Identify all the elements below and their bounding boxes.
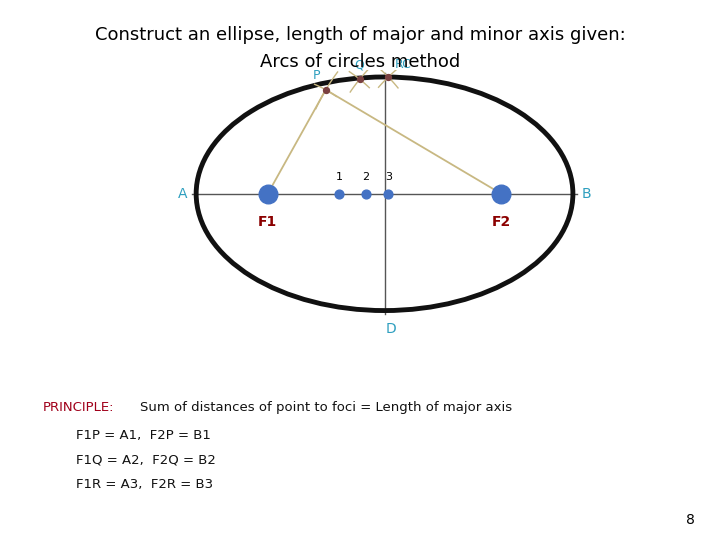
- Text: 2: 2: [362, 172, 369, 183]
- Text: D: D: [385, 322, 396, 336]
- Point: [333, 190, 345, 198]
- Text: Construct an ellipse, length of major and minor axis given:: Construct an ellipse, length of major an…: [94, 26, 626, 44]
- Text: 8: 8: [686, 512, 695, 526]
- Point: [382, 73, 394, 82]
- Text: RC: RC: [395, 58, 411, 71]
- Text: P: P: [313, 69, 320, 82]
- Text: A: A: [178, 187, 187, 201]
- Text: 1: 1: [336, 172, 343, 183]
- Text: B: B: [582, 187, 592, 201]
- Text: Arcs of circles method: Arcs of circles method: [260, 53, 460, 71]
- Text: F1P = A1,  F2P = B1: F1P = A1, F2P = B1: [76, 429, 210, 442]
- Text: F2: F2: [492, 215, 511, 229]
- Point: [495, 190, 507, 198]
- Point: [354, 75, 366, 84]
- Text: Q: Q: [355, 59, 364, 72]
- Text: 3: 3: [384, 172, 392, 183]
- Point: [262, 190, 274, 198]
- Point: [382, 190, 394, 198]
- Point: [360, 190, 372, 198]
- Text: Sum of distances of point to foci = Length of major axis: Sum of distances of point to foci = Leng…: [140, 401, 513, 414]
- Text: PRINCIPLE:: PRINCIPLE:: [43, 401, 114, 414]
- Text: F1: F1: [258, 215, 277, 229]
- Text: F1Q = A2,  F2Q = B2: F1Q = A2, F2Q = B2: [76, 454, 215, 467]
- Point: [320, 85, 331, 94]
- Text: F1R = A3,  F2R = B3: F1R = A3, F2R = B3: [76, 478, 212, 491]
